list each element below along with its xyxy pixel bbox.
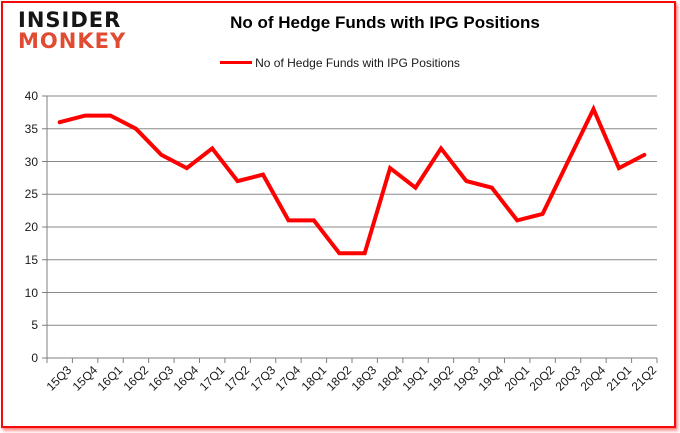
y-tick-label: 35 xyxy=(24,121,38,136)
logo-line-insider: INSIDER xyxy=(18,8,122,32)
legend-label: No of Hedge Funds with IPG Positions xyxy=(255,56,460,70)
y-tick-label: 25 xyxy=(24,187,38,202)
legend-line-swatch xyxy=(220,61,253,65)
logo-line-monkey: MONKEY xyxy=(18,28,127,53)
y-tick-label: 0 xyxy=(31,351,38,365)
series-line xyxy=(57,104,647,256)
chart-title: No of Hedge Funds with IPG Positions xyxy=(230,13,540,32)
y-tick-label: 5 xyxy=(31,318,38,333)
y-tick-label: 40 xyxy=(24,89,38,103)
legend: No of Hedge Funds with IPG Positions xyxy=(0,56,680,70)
y-tick-label: 10 xyxy=(24,285,38,300)
y-tick-label: 30 xyxy=(24,154,38,169)
y-tick-label: 15 xyxy=(24,252,38,267)
y-tick-label: 20 xyxy=(24,220,38,234)
insider-monkey-logo: INSIDER MONKEY xyxy=(18,10,126,51)
